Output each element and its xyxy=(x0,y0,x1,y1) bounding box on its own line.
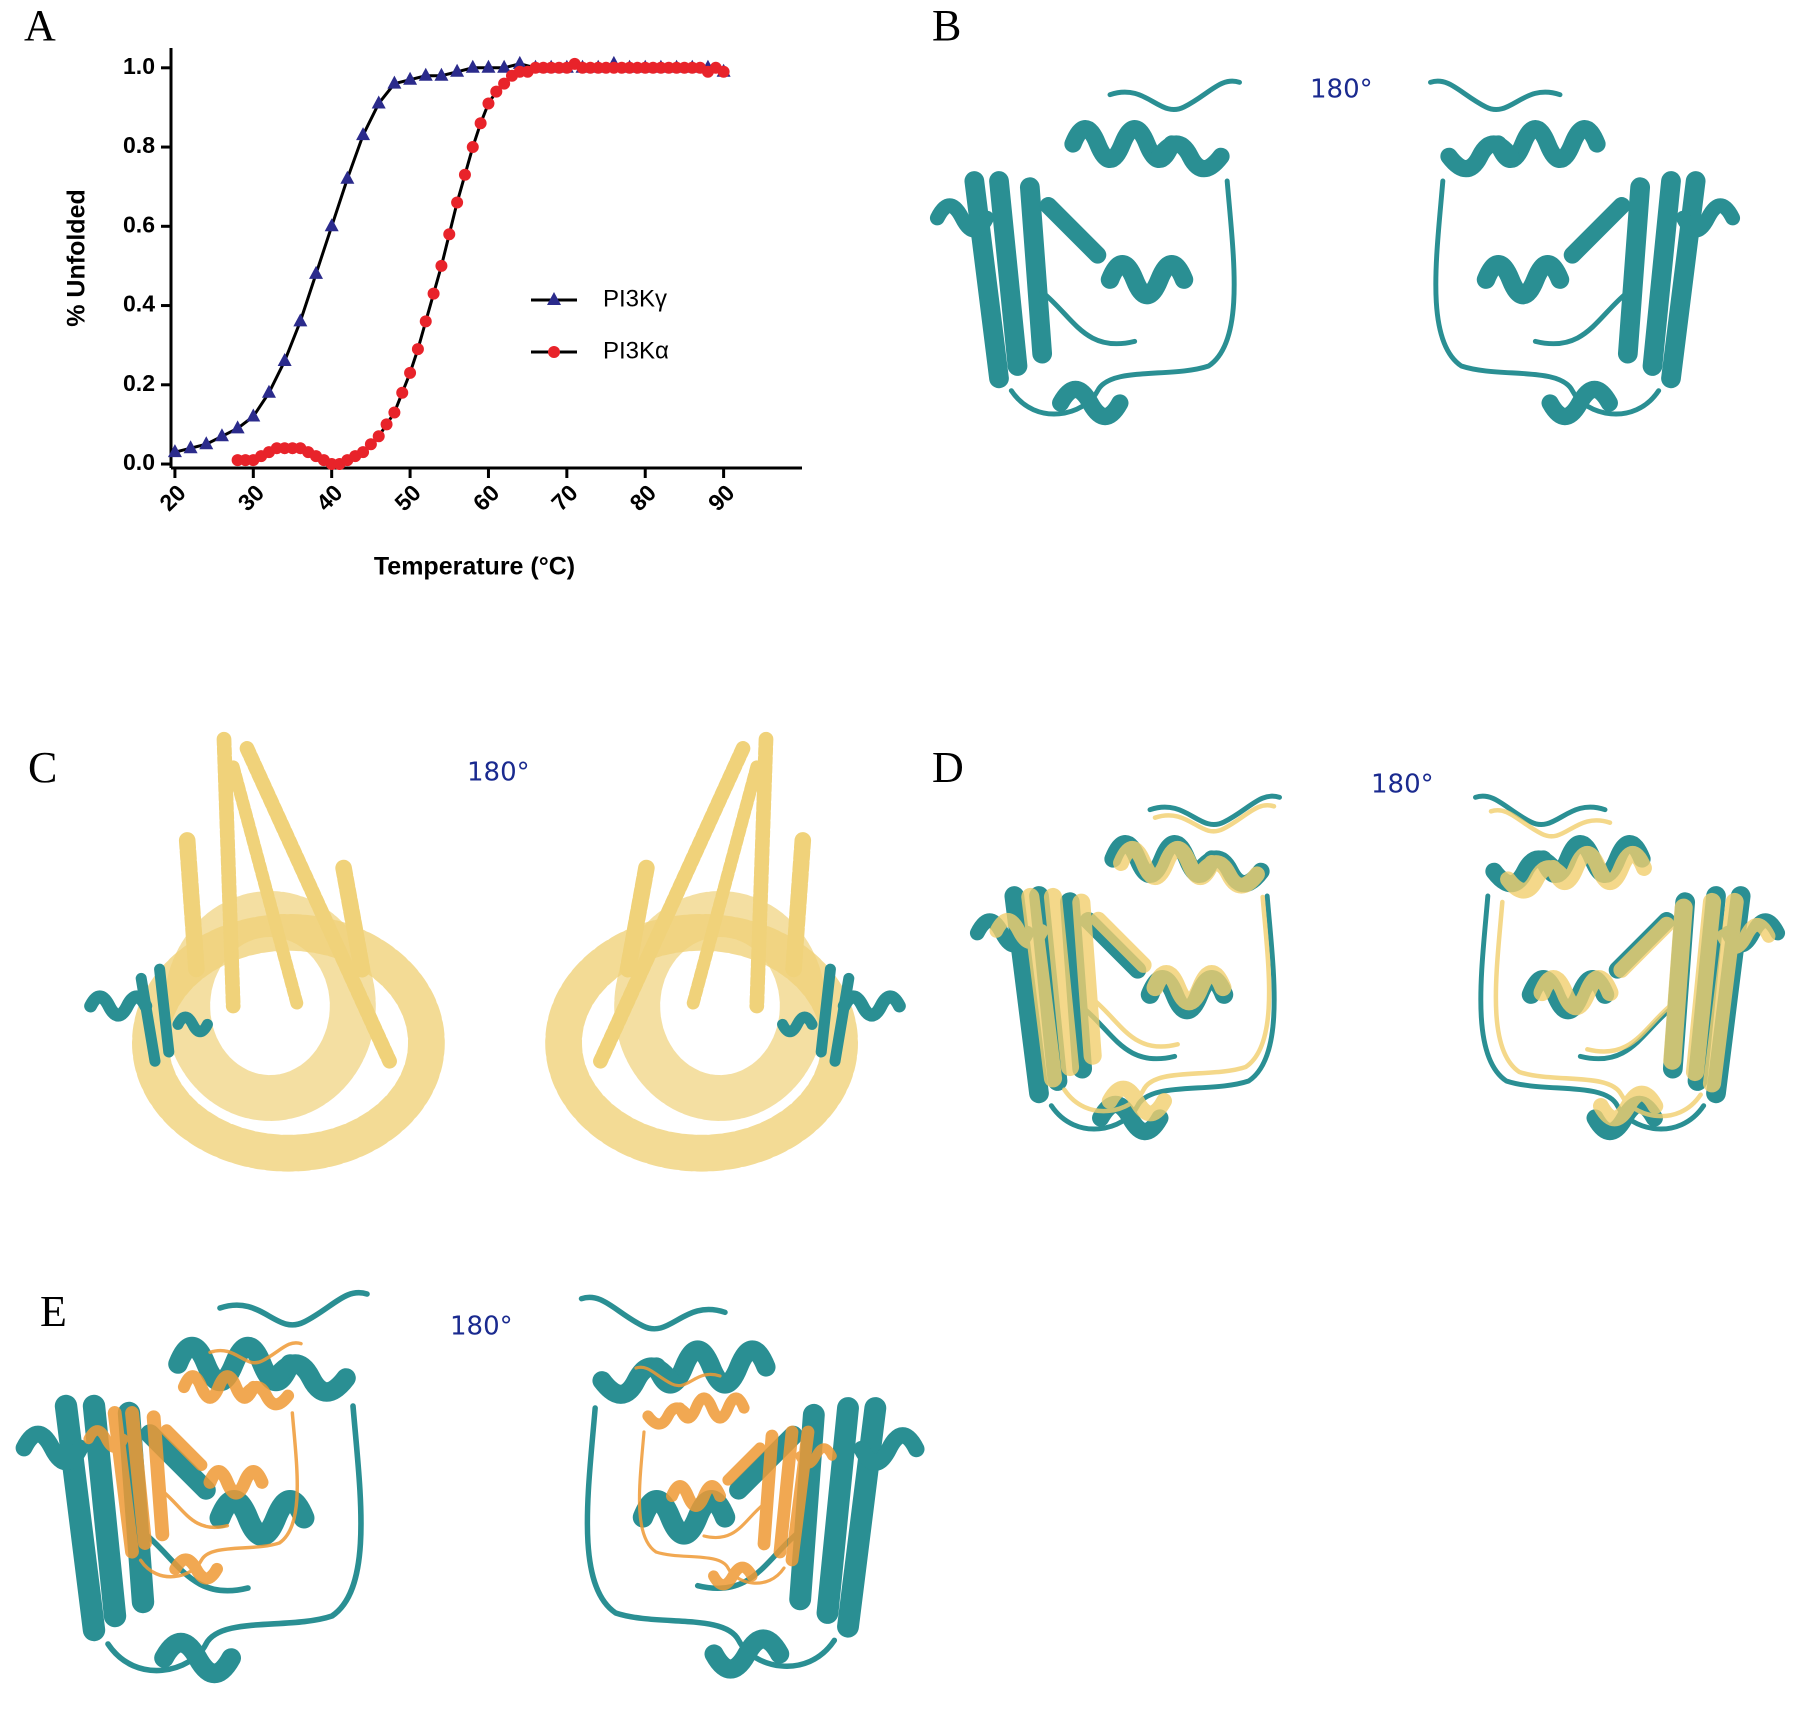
panel-label: C xyxy=(28,743,57,792)
chart-a: 0.0 0.2 0.4 0.6 0.8 1.0 20 30 40 50 60 70 80 90 Temper… xyxy=(63,48,802,581)
structure xyxy=(91,739,427,1153)
y-tick-label: 0.0 xyxy=(123,449,155,475)
marker xyxy=(547,292,561,305)
y-axis-label: % Unfolded xyxy=(63,189,91,327)
marker xyxy=(371,95,386,109)
y-tick-label: 0.8 xyxy=(123,132,155,158)
legend-label: PI3Kγ xyxy=(603,285,667,312)
marker xyxy=(427,287,440,300)
rotation-label: 180° xyxy=(450,1312,513,1342)
marker xyxy=(482,97,495,110)
marker xyxy=(435,259,448,272)
marker xyxy=(183,440,198,454)
x-tick-label: 20 xyxy=(154,479,190,515)
marker xyxy=(403,71,418,85)
marker xyxy=(466,141,479,154)
marker xyxy=(481,59,496,73)
marker xyxy=(293,313,308,327)
x-tick-label: 70 xyxy=(546,479,582,515)
marker xyxy=(324,218,339,232)
marker xyxy=(340,170,355,184)
panel-label: E xyxy=(40,1287,67,1336)
marker xyxy=(717,65,730,78)
marker xyxy=(411,343,424,356)
marker xyxy=(364,438,377,451)
y-tick-label: 0.2 xyxy=(123,370,155,396)
marker xyxy=(356,127,371,141)
marker xyxy=(396,386,409,399)
marker xyxy=(167,444,182,458)
x-tick-label: 30 xyxy=(233,479,269,515)
rotation-label: 180° xyxy=(1310,75,1373,105)
rotation-label: 180° xyxy=(1371,770,1434,800)
marker xyxy=(357,446,370,459)
marker xyxy=(387,75,402,89)
marker xyxy=(474,117,487,130)
marker xyxy=(380,418,393,431)
marker xyxy=(465,59,480,73)
panel-label: A xyxy=(24,1,56,50)
y-tick-label: 0.6 xyxy=(123,211,155,237)
marker xyxy=(548,346,560,358)
marker xyxy=(512,55,527,69)
marker xyxy=(419,315,432,328)
marker xyxy=(418,67,433,81)
y-tick-label: 0.4 xyxy=(123,291,155,317)
marker xyxy=(490,85,503,98)
marker xyxy=(246,408,261,422)
legend-label: PI3Kα xyxy=(603,337,669,364)
x-tick-label: 60 xyxy=(468,479,504,515)
x-axis-label: Temperature (°C) xyxy=(374,553,575,581)
marker xyxy=(214,428,229,442)
marker xyxy=(434,67,449,81)
y-tick-label: 1.0 xyxy=(123,53,155,79)
marker xyxy=(309,265,324,279)
marker xyxy=(451,196,464,209)
marker xyxy=(372,430,385,443)
marker xyxy=(450,63,465,77)
marker xyxy=(404,366,417,379)
structure xyxy=(564,739,900,1153)
marker xyxy=(199,436,214,450)
marker xyxy=(261,384,276,398)
panel-label: D xyxy=(932,743,964,792)
marker xyxy=(277,353,292,367)
marker xyxy=(388,406,401,419)
rotation-label: 180° xyxy=(467,758,530,788)
panel-label: B xyxy=(932,1,961,50)
structure xyxy=(937,81,1239,416)
marker xyxy=(498,77,511,90)
marker xyxy=(497,59,512,73)
marker xyxy=(230,420,245,434)
series-line xyxy=(174,62,724,454)
x-tick-label: 90 xyxy=(703,479,739,515)
x-tick-label: 80 xyxy=(625,479,661,515)
marker xyxy=(443,228,456,241)
marker xyxy=(458,168,471,181)
x-tick-label: 50 xyxy=(389,479,425,515)
structure xyxy=(1431,81,1733,416)
structure xyxy=(582,1297,917,1669)
structure xyxy=(24,1293,367,1674)
x-tick-label: 40 xyxy=(311,479,347,515)
